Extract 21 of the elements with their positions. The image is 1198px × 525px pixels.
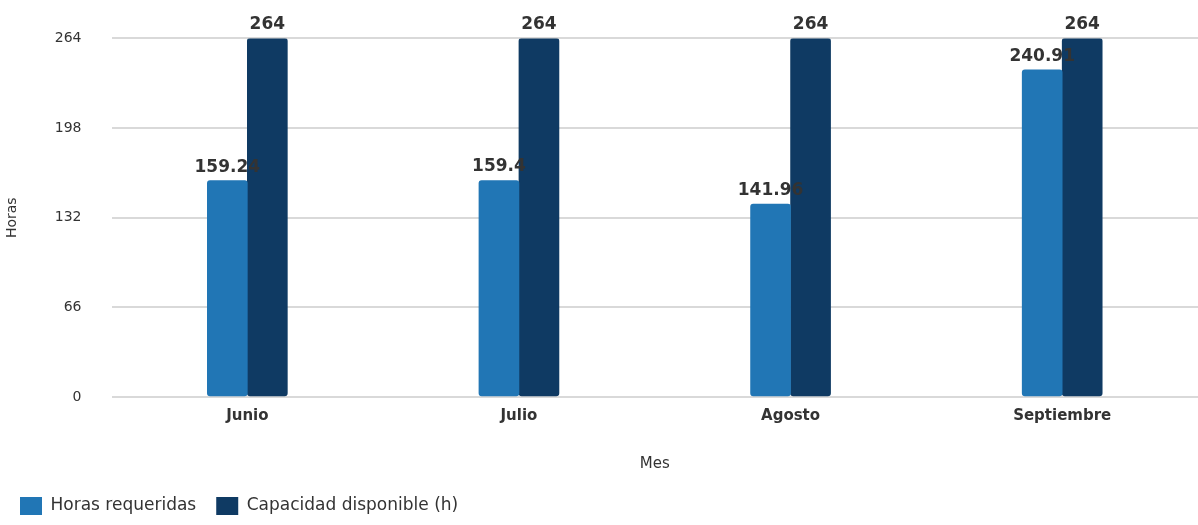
data-label: 264 <box>521 13 557 34</box>
bar <box>478 180 520 397</box>
y-tick-label: 0 <box>72 387 82 404</box>
legend-label: Capacidad disponible (h) <box>246 494 459 515</box>
x-axis-title: Mes <box>639 453 670 472</box>
y-tick-label: 198 <box>54 118 82 135</box>
y-tick-label: 264 <box>54 29 82 46</box>
x-tick-label: Agosto <box>761 405 821 424</box>
data-label: 264 <box>1064 13 1101 34</box>
data-label: 264 <box>792 13 829 34</box>
legend-label: Horas requeridas <box>50 494 197 515</box>
y-tick-label: 66 <box>63 297 82 314</box>
x-tick-label: Julio <box>499 405 538 424</box>
data-label: 264 <box>249 13 286 34</box>
x-tick-label: Junio <box>225 405 269 424</box>
bar <box>207 180 248 397</box>
bar <box>750 203 791 397</box>
y-tick-label: 132 <box>54 208 82 225</box>
y-axis-title: Horas <box>3 197 20 239</box>
bar <box>1021 69 1063 397</box>
x-tick-label: Septiembre <box>1013 405 1112 424</box>
